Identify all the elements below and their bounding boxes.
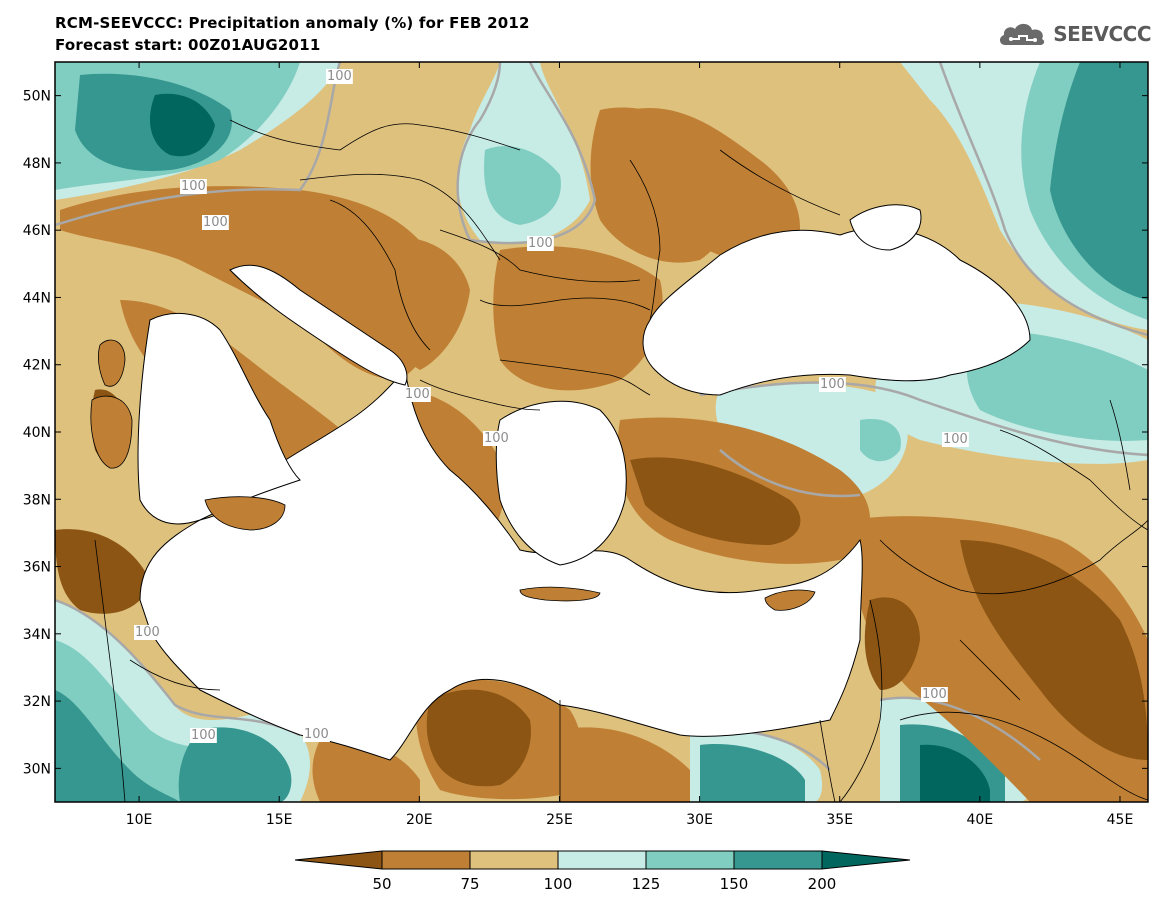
adriatic-sea xyxy=(229,264,408,386)
aegean-sea xyxy=(495,400,627,566)
colorbar-segment xyxy=(733,850,823,870)
lat-tick-label: 30N xyxy=(23,761,51,777)
colorbar-segment xyxy=(557,850,647,870)
lat-tick-label: 34N xyxy=(23,627,51,643)
islands xyxy=(90,339,816,611)
contour-label: 100 xyxy=(135,625,160,640)
lat-tick-label: 38N xyxy=(23,492,51,508)
sea-mask xyxy=(137,204,1031,761)
contour-label: 100 xyxy=(943,432,968,447)
corsica xyxy=(98,339,126,387)
contour-label-background xyxy=(303,727,330,742)
lat-tick-label: 46N xyxy=(23,223,51,239)
lon-tick-label: 30E xyxy=(686,812,713,828)
contour-label: 100 xyxy=(528,236,553,251)
lat-tick-label: 40N xyxy=(23,425,51,441)
contour-label-background xyxy=(921,687,948,702)
map-area: 100 100 100 100 100 100 100 100 100 100 … xyxy=(55,62,1148,802)
latitude-axis: 50N 48N 46N 44N 42N 40N 38N 36N 34N 32N 30N xyxy=(23,89,1148,777)
lon-tick-label: 45E xyxy=(1107,812,1134,828)
lon-tick-label: 40E xyxy=(967,812,994,828)
logo-text: SEEVCCC xyxy=(1053,22,1151,46)
sicily xyxy=(204,496,286,531)
mediterranean-sea xyxy=(139,368,863,761)
country-borders xyxy=(94,119,1148,802)
lat-tick-label: 50N xyxy=(23,89,51,105)
contour-label-background xyxy=(527,236,554,251)
lon-tick-label: 15E xyxy=(266,812,293,828)
contour-100-lines xyxy=(55,62,1148,771)
lon-tick-label: 35E xyxy=(826,812,853,828)
seevccc-logo: SEEVCCC xyxy=(997,20,1151,48)
lon-tick-label: 25E xyxy=(546,812,573,828)
cloud-logo-icon xyxy=(1000,23,1045,45)
colorbar-label: 100 xyxy=(544,875,573,893)
lat-tick-label: 48N xyxy=(23,156,51,172)
contour-label: 100 xyxy=(327,69,352,84)
contour-label: 100 xyxy=(304,727,329,742)
crete xyxy=(519,586,601,602)
contour-label-background xyxy=(190,728,217,743)
contour-label-background xyxy=(326,69,353,84)
contour-label-background xyxy=(180,179,207,194)
contour-label: 100 xyxy=(203,215,228,230)
contour-label: 100 xyxy=(405,387,430,402)
lat-tick-label: 32N xyxy=(23,694,51,710)
lon-tick-label: 10E xyxy=(126,812,153,828)
longitude-axis: 10E 15E 20E 25E 30E 35E 40E 45E xyxy=(126,62,1134,828)
contour-label-background xyxy=(404,387,431,402)
lat-tick-label: 42N xyxy=(23,358,51,374)
contour-labels: 100 100 100 100 100 100 100 100 100 100 … xyxy=(134,69,969,743)
lon-tick-label: 20E xyxy=(406,812,433,828)
contour-label-background xyxy=(202,215,229,230)
contour-label: 100 xyxy=(191,728,216,743)
contour-label-background xyxy=(483,431,510,446)
colorbar-segment xyxy=(381,850,471,870)
lat-tick-label: 44N xyxy=(23,290,51,306)
contour-label: 100 xyxy=(922,687,947,702)
colorbar-extend-low xyxy=(294,850,383,870)
azov-sea xyxy=(849,204,922,251)
sardinia xyxy=(90,395,133,469)
contour-label: 100 xyxy=(820,377,845,392)
tyrrhenian-sea xyxy=(137,312,301,525)
colorbar-label: 200 xyxy=(808,875,837,893)
colorbar-segment xyxy=(469,850,559,870)
colorbar-label: 150 xyxy=(720,875,749,893)
colorbar: 50 75 100 125 150 200 xyxy=(294,850,911,893)
contour-label-background xyxy=(942,432,969,447)
contour-label-background xyxy=(819,377,846,392)
contour-label: 100 xyxy=(484,431,509,446)
cyprus xyxy=(764,589,816,611)
contour-label: 100 xyxy=(181,179,206,194)
black-sea xyxy=(642,227,1031,396)
colorbar-segment xyxy=(645,850,735,870)
colorbar-label: 50 xyxy=(372,875,391,893)
map-title: RCM-SEEVCCC: Precipitation anomaly (%) f… xyxy=(55,14,530,32)
colorbar-label: 75 xyxy=(460,875,479,893)
contour-label-background xyxy=(134,625,161,640)
lat-tick-label: 36N xyxy=(23,560,51,576)
colorbar-label: 125 xyxy=(632,875,661,893)
forecast-start-subtitle: Forecast start: 00Z01AUG2011 xyxy=(55,36,321,54)
colorbar-extend-high xyxy=(821,850,911,870)
